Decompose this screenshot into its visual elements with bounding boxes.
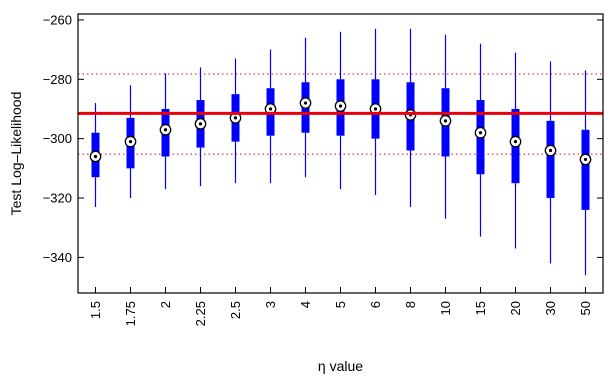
box-body xyxy=(581,129,590,210)
median-dot xyxy=(163,128,168,132)
box-3 xyxy=(264,49,277,184)
y-tick-label: −280 xyxy=(43,72,72,87)
median-dot xyxy=(513,140,518,144)
box-20 xyxy=(509,52,522,249)
box-50 xyxy=(579,70,592,276)
x-tick-label: 15 xyxy=(473,301,488,315)
box-1.75 xyxy=(124,85,137,199)
box-body xyxy=(546,120,555,199)
x-tick-label: 30 xyxy=(543,301,558,315)
x-tick-label: 50 xyxy=(578,301,593,315)
median-dot xyxy=(198,122,203,126)
median-dot xyxy=(373,107,378,111)
median-dot xyxy=(303,101,308,105)
x-tick-label: 4 xyxy=(298,301,313,308)
median-dot xyxy=(128,140,133,144)
box-8 xyxy=(404,28,417,207)
x-axis: 1.5 1.75 2 2.25 2.5 3 4 5 6 8 10 15 20 30 50 xyxy=(88,287,593,326)
x-tick-label: 20 xyxy=(508,301,523,315)
median-dot xyxy=(478,131,483,135)
median-dot xyxy=(583,157,588,162)
y-tick-label: −320 xyxy=(43,191,72,206)
median-dot xyxy=(338,104,343,108)
box-15 xyxy=(474,43,487,237)
median-dot xyxy=(268,107,273,111)
box-2.5 xyxy=(229,58,242,184)
box-5 xyxy=(334,31,347,190)
x-tick-label: 1.5 xyxy=(88,301,103,319)
x-tick-label: 2 xyxy=(158,301,173,308)
y-axis-title: Test Log–Likelihood xyxy=(8,92,24,216)
median-dot xyxy=(443,119,448,123)
x-tick-label: 10 xyxy=(438,301,453,315)
y-tick-label: −340 xyxy=(43,250,72,265)
median-dot xyxy=(233,116,238,120)
x-tick-label: 2.25 xyxy=(193,301,208,326)
x-tick-label: 1.75 xyxy=(123,301,138,326)
x-tick-label: 6 xyxy=(368,301,383,308)
y-axis: −340 −320 −300 −280 −260 xyxy=(43,12,603,265)
y-tick-label: −300 xyxy=(43,131,72,146)
box-2 xyxy=(159,73,172,190)
box-2.25 xyxy=(194,67,207,187)
x-tick-label: 2.5 xyxy=(228,301,243,319)
x-axis-title: η value xyxy=(318,358,363,374)
x-tick-label: 3 xyxy=(263,301,278,308)
x-tick-label: 8 xyxy=(403,301,418,308)
box-30 xyxy=(544,61,557,264)
box-10 xyxy=(439,34,452,219)
y-tick-label: −260 xyxy=(43,12,72,27)
box-6 xyxy=(369,28,382,196)
box-series xyxy=(89,28,592,276)
x-tick-label: 5 xyxy=(333,301,348,308)
median-dot xyxy=(548,148,553,153)
box-1.5 xyxy=(89,103,102,207)
box-4 xyxy=(299,37,312,178)
median-dot xyxy=(93,154,98,159)
